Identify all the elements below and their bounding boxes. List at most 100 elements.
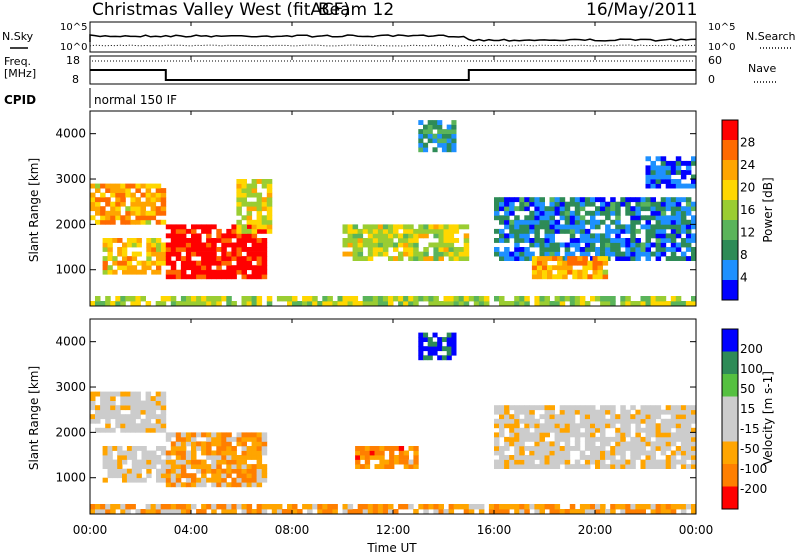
heatmap-cell	[413, 228, 419, 234]
heatmap-cell	[640, 409, 646, 415]
heatmap-cell	[685, 160, 692, 166]
heatmap-cell	[256, 228, 263, 234]
heatmap-cell	[605, 450, 611, 456]
heatmap-cell	[509, 455, 515, 460]
heatmap-cell	[241, 504, 247, 510]
heatmap-cell	[141, 455, 147, 460]
heatmap-cell	[211, 251, 217, 257]
heatmap-cell	[650, 418, 656, 424]
heatmap-cell	[549, 228, 555, 234]
heatmap-cell	[562, 260, 568, 266]
heatmap-cell	[180, 459, 187, 465]
heatmap-cell	[615, 504, 621, 510]
heatmap-cell	[524, 251, 530, 257]
heatmap-cell	[544, 251, 550, 257]
heatmap-cell	[372, 509, 379, 515]
heatmap-cell	[191, 464, 197, 469]
heatmap-cell	[241, 432, 247, 438]
heatmap-cell	[572, 274, 578, 280]
heatmap-cell	[670, 301, 677, 307]
heatmap-cell	[529, 409, 535, 415]
heatmap-cell	[125, 405, 131, 411]
heatmap-cell	[685, 197, 692, 203]
heatmap-cell	[610, 405, 616, 411]
heatmap-cell	[645, 296, 651, 302]
heatmap-cell	[579, 450, 586, 456]
heatmap-cell	[251, 482, 258, 488]
heatmap-cell	[360, 455, 366, 460]
heatmap-cell	[441, 147, 447, 153]
heatmap-cell	[246, 183, 253, 189]
heatmap-cell	[206, 224, 212, 230]
heatmap-cell	[246, 477, 253, 483]
heatmap-cell	[524, 206, 530, 212]
heatmap-cell	[156, 256, 162, 261]
heatmap-cell	[150, 509, 157, 515]
heatmap-cell	[680, 446, 687, 451]
heatmap-cell	[266, 210, 273, 216]
heatmap-cell	[433, 251, 439, 257]
heatmap-cell	[221, 260, 227, 266]
heatmap-cell	[519, 197, 525, 203]
heatmap-cell	[186, 509, 192, 515]
heatmap-cell	[625, 432, 631, 438]
heatmap-cell	[398, 224, 404, 230]
colorbar-swatch	[722, 464, 738, 487]
heatmap-cell	[600, 206, 606, 212]
heatmap-cell	[524, 418, 530, 424]
heatmap-cell	[388, 301, 394, 307]
heatmap-cell	[577, 269, 583, 275]
heatmap-cell	[564, 414, 571, 420]
heatmap-cell	[131, 455, 138, 460]
heatmap-cell	[519, 441, 525, 447]
heatmap-cell	[675, 210, 682, 216]
heatmap-cell	[448, 251, 455, 257]
heatmap-cell	[615, 206, 621, 212]
heatmap-cell	[494, 446, 500, 451]
heatmap-cell	[102, 269, 108, 275]
heatmap-cell	[413, 296, 419, 302]
heatmap-cell	[458, 504, 465, 510]
heatmap-cell	[145, 391, 152, 397]
heatmap-cell	[655, 183, 662, 189]
heatmap-cell	[630, 446, 636, 451]
heatmap-cell	[246, 251, 253, 257]
heatmap-cell	[675, 170, 682, 175]
heatmap-cell	[379, 464, 385, 469]
colorbar-swatch	[722, 441, 738, 465]
heatmap-cell	[463, 224, 470, 230]
heatmap-cell	[231, 256, 237, 261]
heatmap-cell	[499, 219, 505, 225]
heatmap-cell	[645, 165, 651, 171]
heatmap-cell	[206, 464, 212, 469]
heatmap-cell	[398, 446, 405, 451]
heatmap-cell	[655, 509, 662, 515]
heatmap-cell	[675, 427, 682, 433]
heatmap-cell	[155, 509, 162, 515]
heatmap-cell	[115, 215, 121, 221]
heatmap-cell	[377, 242, 384, 248]
heatmap-cell	[90, 414, 96, 420]
heatmap-cell	[446, 124, 452, 130]
heatmap-cell	[524, 446, 530, 451]
heatmap-cell	[582, 265, 588, 271]
nave-ytick-bottom: 0	[708, 73, 715, 86]
heatmap-cell	[519, 459, 525, 465]
heatmap-cell	[660, 423, 667, 429]
heatmap-cell	[191, 455, 197, 460]
heatmap-cell	[670, 165, 677, 171]
heatmap-cell	[201, 441, 207, 447]
heatmap-cell	[584, 301, 591, 307]
heatmap-cell	[216, 233, 222, 239]
y-tick-label: 2000	[55, 217, 86, 231]
heatmap-cell	[675, 165, 682, 171]
heatmap-cell	[206, 468, 212, 474]
heatmap-cell	[362, 509, 369, 515]
heatmap-cell	[115, 183, 121, 189]
heatmap-cell	[579, 405, 586, 411]
heatmap-cell	[201, 446, 207, 451]
heatmap-cell	[281, 509, 288, 515]
heatmap-cell	[650, 242, 656, 248]
nave-ytick-top: 60	[708, 54, 722, 67]
heatmap-cell	[347, 504, 354, 510]
